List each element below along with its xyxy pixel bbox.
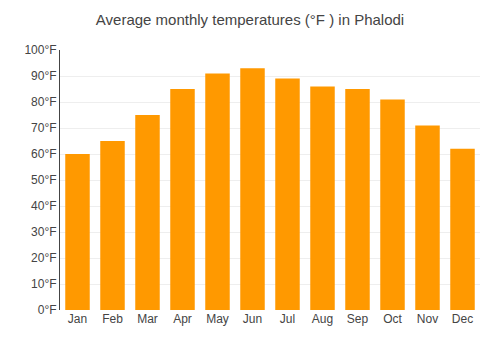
svg-text:40°F: 40°F xyxy=(31,199,56,213)
svg-text:Nov: Nov xyxy=(417,312,438,326)
svg-text:10°F: 10°F xyxy=(31,277,56,291)
svg-text:Aug: Aug xyxy=(312,312,333,326)
svg-text:20°F: 20°F xyxy=(31,251,56,265)
svg-text:100°F: 100°F xyxy=(24,43,56,57)
svg-text:30°F: 30°F xyxy=(31,225,56,239)
svg-text:Feb: Feb xyxy=(102,312,123,326)
svg-text:80°F: 80°F xyxy=(31,95,56,109)
svg-text:60°F: 60°F xyxy=(31,147,56,161)
svg-text:90°F: 90°F xyxy=(31,69,56,83)
svg-text:Apr: Apr xyxy=(173,312,192,326)
svg-text:70°F: 70°F xyxy=(31,121,56,135)
svg-text:Jul: Jul xyxy=(280,312,295,326)
svg-text:Mar: Mar xyxy=(137,312,158,326)
svg-text:Sep: Sep xyxy=(347,312,369,326)
svg-text:Jun: Jun xyxy=(243,312,262,326)
svg-text:Dec: Dec xyxy=(452,312,473,326)
svg-text:0°F: 0°F xyxy=(38,303,57,317)
svg-text:50°F: 50°F xyxy=(31,173,56,187)
svg-text:May: May xyxy=(206,312,229,326)
svg-text:Jan: Jan xyxy=(68,312,87,326)
svg-text:Average monthly temperatures (: Average monthly temperatures (°F ) in Ph… xyxy=(96,11,404,28)
svg-text:Oct: Oct xyxy=(383,312,402,326)
